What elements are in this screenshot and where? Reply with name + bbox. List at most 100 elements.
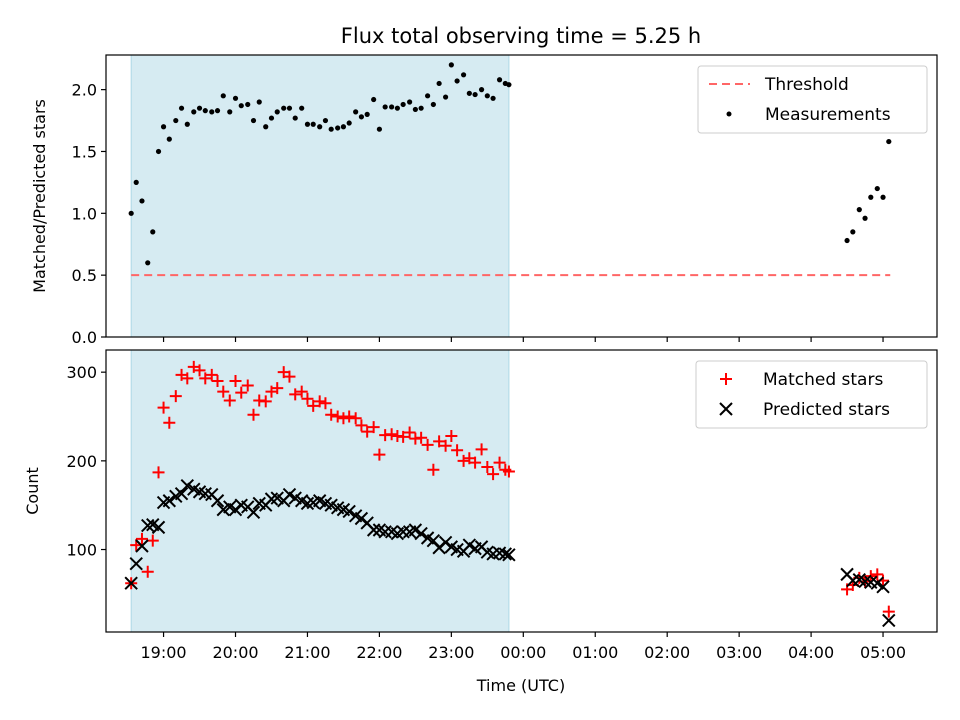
x-tick-label: 04:00: [788, 643, 834, 662]
predicted-stars-point: [876, 580, 890, 594]
measurements-point: [178, 105, 185, 111]
ratio-y-tick-label: 0.5: [72, 266, 97, 285]
measurements-point: [232, 95, 239, 101]
figure-title: Flux total observing time = 5.25 h: [341, 24, 701, 48]
measurements-point: [856, 207, 862, 213]
matched-stars-point: [415, 431, 428, 444]
measurements-point: [880, 194, 886, 200]
matched-stars-point: [283, 370, 296, 383]
matched-stars-point: [295, 385, 308, 398]
predicted-stars-point: [396, 525, 410, 539]
measurements-point: [304, 121, 311, 127]
measurements-point: [328, 126, 334, 132]
count-y-axis-label: Count: [23, 467, 42, 515]
measurements-point: [250, 117, 257, 124]
x-tick-label: 20:00: [212, 643, 258, 662]
measurements-point: [274, 109, 280, 115]
ratio-y-axis-label: Matched/Predicted stars: [30, 99, 49, 293]
matched-stars-point: [403, 426, 416, 439]
measurements-point: [472, 91, 478, 98]
predicted-legend-label: Predicted stars: [763, 400, 890, 420]
matched-stars-point: [367, 421, 380, 434]
measurements-point: [376, 126, 383, 132]
measurements-point: [412, 106, 418, 113]
measurements-point: [245, 101, 251, 108]
matched-stars-point: [385, 428, 398, 441]
measurements-point: [850, 229, 856, 235]
predicted-stars-point: [246, 505, 261, 519]
measurements-point: [496, 77, 503, 83]
measurements-point: [353, 109, 359, 115]
matched-stars-point: [343, 410, 356, 423]
predicted-stars-point: [124, 576, 138, 590]
measurements-point: [227, 109, 233, 115]
measurements-point: [436, 80, 442, 87]
measurements-point: [430, 101, 436, 108]
predicted-stars-point: [366, 523, 381, 537]
measurements-point: [394, 105, 400, 111]
predicted-stars-point: [151, 520, 166, 535]
ratio-y-tick-label: 0.0: [72, 328, 97, 347]
measurements-point: [184, 121, 190, 127]
x-tick-label: 00:00: [500, 643, 546, 662]
matched-stars-point: [259, 395, 272, 408]
measurements-point: [286, 105, 293, 111]
matched-stars-point: [427, 463, 440, 476]
measurements-point: [389, 104, 395, 110]
measurements-point: [268, 115, 275, 121]
measurements-point: [874, 185, 880, 192]
matched-stars-point: [307, 399, 320, 412]
measurements-point: [299, 105, 305, 111]
measurements-point: [256, 99, 262, 105]
ratio-y-tick-label: 1.0: [72, 204, 97, 223]
predicted-stars-point: [414, 526, 428, 541]
matched-stars-point: [141, 565, 154, 578]
matched-stars-point: [199, 372, 212, 385]
matched-stars-point: [229, 375, 242, 388]
measurements-point: [448, 62, 454, 68]
measurements-point: [460, 72, 467, 78]
count-marks: [124, 360, 896, 628]
measurements-point: [202, 108, 208, 114]
matched-stars-point: [355, 419, 368, 432]
predicted-stars-point: [498, 547, 513, 561]
measurements-point: [317, 124, 323, 130]
matched-stars-point: [152, 466, 165, 479]
matched-stars-point: [223, 394, 236, 407]
matched-stars-point: [301, 392, 314, 405]
x-tick-label: 19:00: [141, 643, 187, 662]
measurements-point: [263, 124, 269, 130]
matched-stars-point: [487, 468, 500, 481]
matched-stars-point: [373, 448, 386, 461]
measurements-point: [340, 124, 347, 130]
count-axes-frame: [105, 349, 938, 633]
measurements-point: [371, 96, 377, 103]
measurements-point: [220, 93, 226, 99]
matched-stars-point: [337, 412, 350, 425]
ratio-y-tick-label: 1.5: [72, 142, 97, 161]
count-axes: 100 200 300 19:00 20:00 21:00 22:00 23:00 00:00…: [23, 349, 938, 695]
predicted-stars-point: [882, 613, 896, 628]
count-x-ticks: 19:00 20:00 21:00 22:00 23:00 00:00 01:00 02:00…: [141, 632, 906, 662]
predicted-stars-point: [502, 548, 516, 562]
measurements-point: [490, 95, 496, 101]
measurements-point: [466, 90, 472, 96]
measurements-point: [844, 237, 850, 244]
measurements-point: [506, 82, 512, 88]
x-axis-label: Time (UTC): [476, 676, 565, 695]
measurements-point: [160, 124, 167, 130]
x-tick-label: 02:00: [644, 643, 690, 662]
matched-stars-point: [235, 386, 248, 399]
count-legend-box: [695, 360, 928, 429]
measurements-point: [364, 111, 370, 117]
matched-stars-point: [481, 461, 494, 474]
predicted-stars-point: [141, 518, 155, 533]
ratio-legend: Threshold Measurements: [697, 65, 928, 134]
measurements-point: [425, 93, 431, 99]
measurements-point: [191, 109, 197, 115]
matched-stars-point: [181, 372, 194, 385]
count-shaded-span: [130, 349, 510, 633]
measurements-point: [214, 108, 221, 114]
ratio-marks: [128, 62, 892, 277]
